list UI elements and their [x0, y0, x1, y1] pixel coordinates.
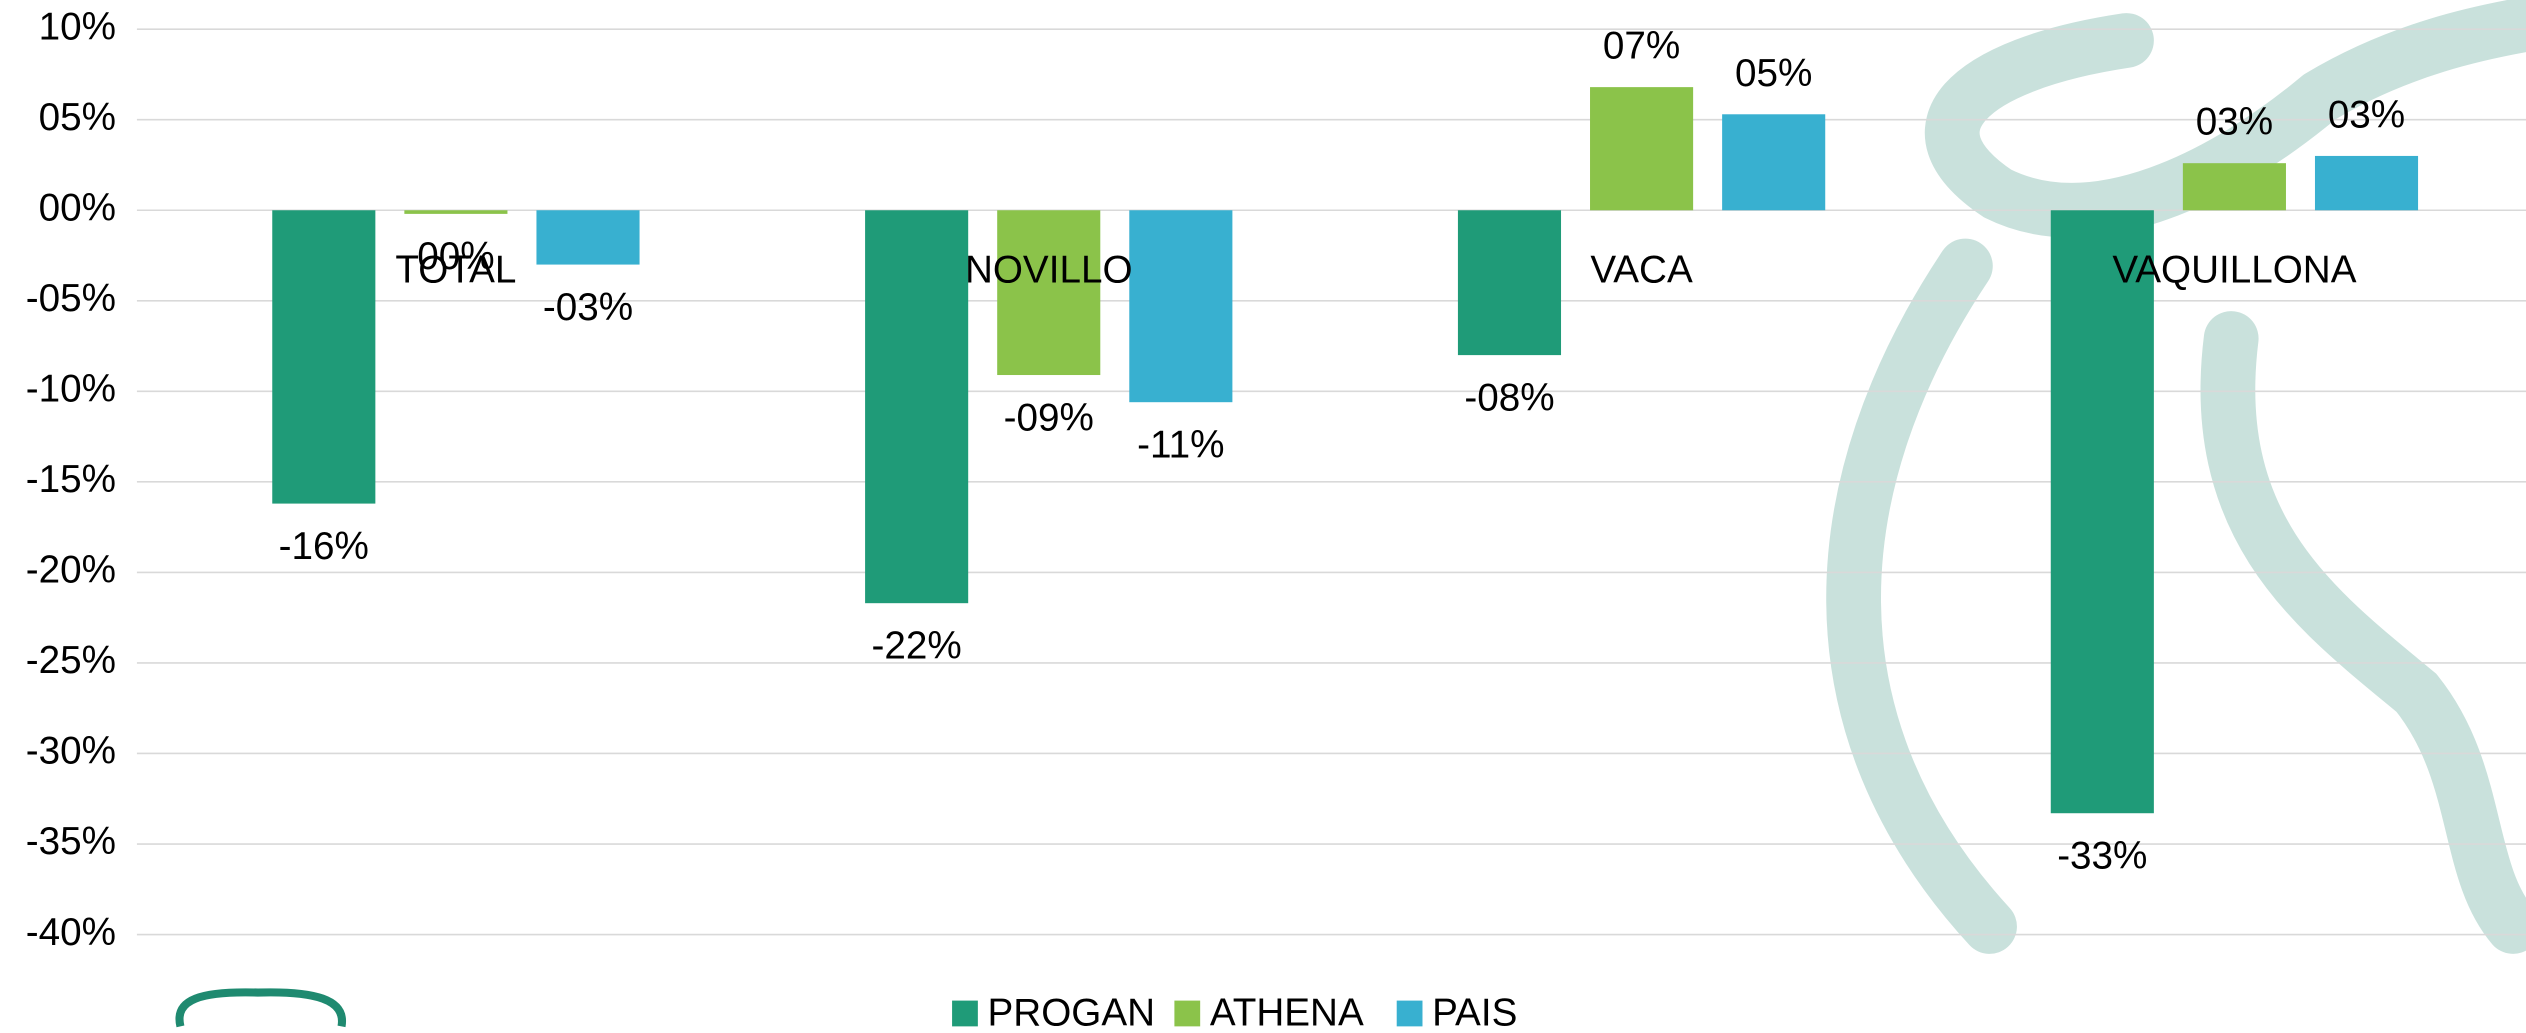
legend-swatch	[1397, 1001, 1423, 1027]
bar	[1590, 87, 1693, 210]
bar	[1129, 210, 1232, 402]
bar	[272, 210, 375, 503]
data-label: -09%	[1004, 396, 1094, 439]
bar	[536, 210, 639, 264]
data-label: 07%	[1603, 25, 1680, 68]
data-label: -22%	[872, 625, 962, 668]
legend-swatch	[952, 1001, 978, 1027]
bar	[2315, 156, 2418, 210]
bar	[997, 210, 1100, 375]
bar	[2183, 163, 2286, 210]
data-label: 03%	[2328, 93, 2405, 136]
data-label: -33%	[2057, 835, 2147, 878]
y-tick-label: -40%	[26, 911, 116, 954]
logo	[180, 992, 342, 1026]
data-label: 05%	[1735, 52, 1812, 95]
x-tick-label: VACA	[1590, 249, 1693, 292]
bar	[2051, 210, 2154, 813]
y-tick-label: -10%	[26, 368, 116, 411]
bar	[865, 210, 968, 603]
data-label: -08%	[1464, 376, 1554, 419]
x-tick-label: TOTAL	[395, 249, 516, 292]
legend-swatch	[1174, 1001, 1200, 1027]
x-tick-label: NOVILLO	[965, 249, 1133, 292]
y-tick-label: -15%	[26, 458, 116, 501]
y-tick-label: 00%	[39, 186, 116, 229]
y-tick-label: -25%	[26, 639, 116, 682]
bar	[404, 210, 507, 214]
data-label: -03%	[543, 286, 633, 329]
y-tick-label: 10%	[39, 5, 116, 48]
bar	[1458, 210, 1561, 355]
y-tick-label: -30%	[26, 730, 116, 773]
legend-label: PROGAN	[988, 991, 1156, 1033]
watermark	[1854, 24, 2526, 926]
y-tick-label: 05%	[39, 96, 116, 139]
data-label: -11%	[1137, 424, 1224, 467]
x-tick-label: VAQUILLONA	[2112, 249, 2356, 292]
y-tick-label: -20%	[26, 549, 116, 592]
bar	[1722, 114, 1825, 210]
y-tick-label: -35%	[26, 820, 116, 863]
legend-label: ATHENA	[1210, 991, 1364, 1033]
chart: 10% 05% 00% -05% -10% -15% -20% -25% -30% -35% -40…	[0, 0, 2526, 1033]
data-label: -16%	[279, 525, 369, 568]
legend-label: PAIS	[1432, 991, 1517, 1033]
y-tick-label: -05%	[26, 277, 116, 320]
data-label: 03%	[2196, 101, 2273, 144]
